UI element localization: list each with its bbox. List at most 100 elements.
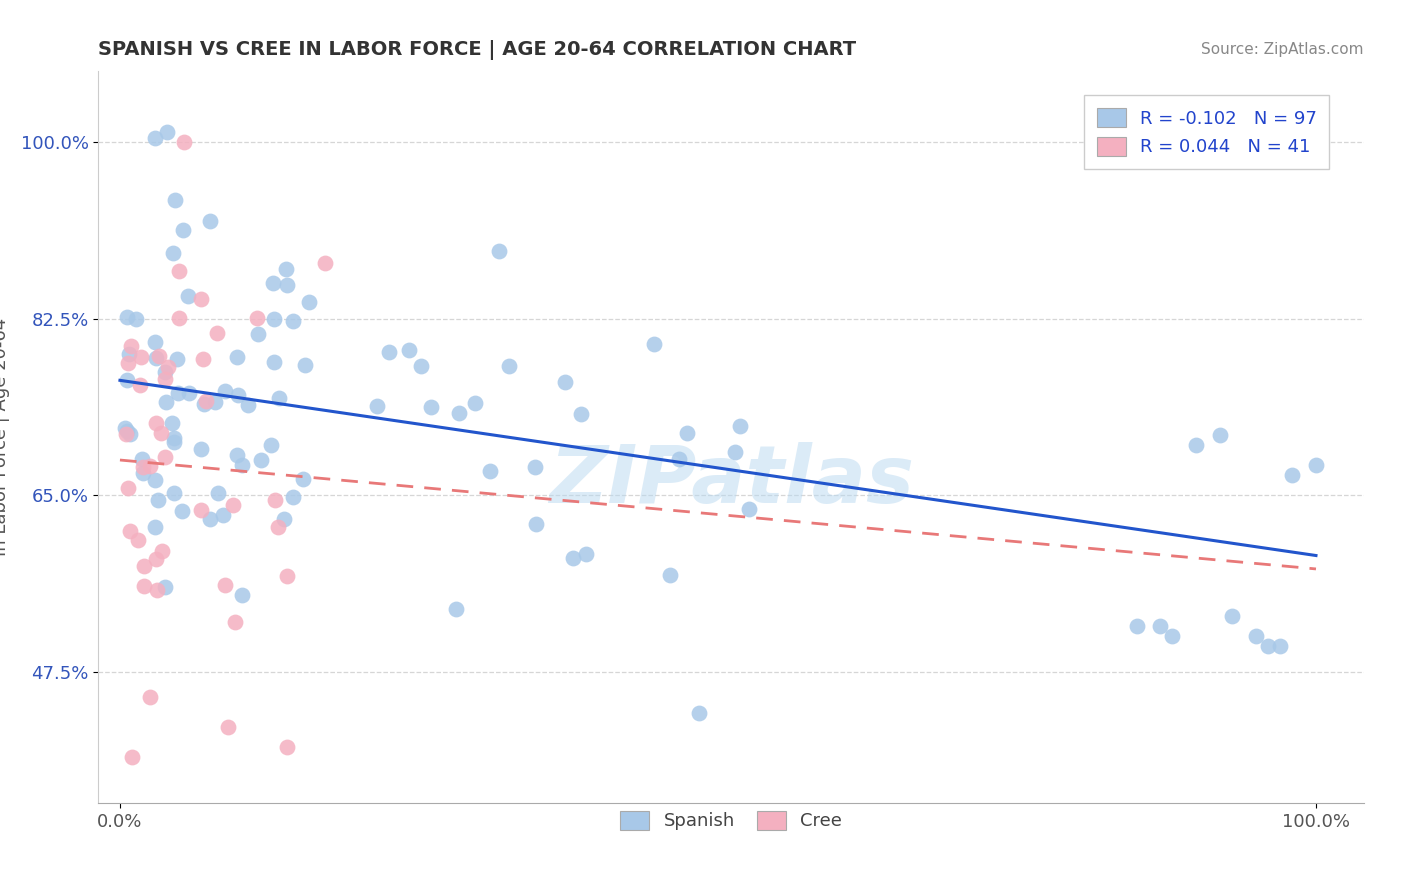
Point: [259, 438, 281, 452]
Point: [190, 503, 212, 517]
Point: [160, 417, 183, 431]
Point: [170, 504, 193, 518]
Point: [236, 399, 259, 413]
Point: [132, 558, 155, 573]
Point: [263, 492, 285, 507]
Point: [163, 193, 186, 207]
Point: [162, 246, 184, 260]
Point: [1257, 640, 1279, 654]
Point: [561, 550, 583, 565]
Point: [167, 386, 190, 401]
Point: [191, 352, 214, 367]
Point: [262, 277, 284, 291]
Point: [643, 337, 665, 351]
Point: [314, 256, 336, 270]
Point: [114, 421, 136, 435]
Point: [246, 311, 269, 326]
Point: [225, 448, 247, 462]
Point: [724, 445, 747, 459]
Point: [398, 343, 420, 357]
Point: [1101, 145, 1123, 159]
Point: [222, 498, 245, 512]
Point: [194, 393, 217, 408]
Point: [177, 289, 200, 303]
Point: [207, 485, 229, 500]
Point: [156, 125, 179, 139]
Point: [200, 512, 222, 526]
Point: [231, 458, 253, 472]
Point: [575, 547, 598, 561]
Point: [117, 481, 139, 495]
Point: [292, 472, 315, 486]
Point: [267, 391, 290, 405]
Point: [214, 578, 236, 592]
Point: [298, 294, 321, 309]
Point: [145, 335, 167, 350]
Point: [193, 397, 215, 411]
Point: [294, 358, 316, 372]
Point: [125, 311, 148, 326]
Point: [146, 493, 169, 508]
Point: [524, 460, 547, 475]
Point: [281, 490, 304, 504]
Point: [190, 292, 212, 306]
Point: [143, 519, 166, 533]
Point: [200, 214, 222, 228]
Point: [121, 750, 143, 764]
Point: [1209, 427, 1232, 442]
Point: [163, 486, 186, 500]
Point: [145, 416, 167, 430]
Point: [554, 376, 576, 390]
Point: [132, 460, 155, 475]
Point: [146, 583, 169, 598]
Point: [118, 524, 141, 539]
Text: Source: ZipAtlas.com: Source: ZipAtlas.com: [1201, 42, 1364, 57]
Text: ZIPatlas: ZIPatlas: [548, 442, 914, 520]
Point: [166, 351, 188, 366]
Point: [115, 426, 138, 441]
Point: [728, 418, 751, 433]
Point: [464, 396, 486, 410]
Point: [231, 588, 253, 602]
Point: [117, 356, 139, 370]
Point: [249, 452, 271, 467]
Point: [129, 378, 152, 392]
Point: [115, 373, 138, 387]
Point: [479, 464, 502, 478]
Point: [155, 395, 177, 409]
Point: [153, 365, 176, 379]
Point: [163, 431, 186, 445]
Point: [127, 533, 149, 547]
Point: [1185, 437, 1208, 451]
Point: [409, 359, 432, 374]
Y-axis label: In Labor Force | Age 20-64: In Labor Force | Age 20-64: [0, 318, 10, 557]
Point: [266, 520, 288, 534]
Point: [172, 223, 194, 237]
Point: [273, 512, 295, 526]
Point: [1220, 609, 1243, 624]
Point: [204, 394, 226, 409]
Point: [173, 135, 195, 149]
Point: [488, 244, 510, 258]
Point: [571, 407, 593, 421]
Point: [129, 350, 152, 364]
Point: [139, 690, 162, 705]
Point: [190, 442, 212, 457]
Point: [150, 426, 173, 441]
Point: [444, 602, 467, 616]
Legend: Spanish, Cree: Spanish, Cree: [613, 804, 849, 838]
Point: [1305, 458, 1327, 472]
Point: [1161, 629, 1184, 643]
Point: [132, 466, 155, 480]
Point: [1244, 629, 1267, 643]
Point: [263, 312, 285, 326]
Point: [1281, 467, 1303, 482]
Point: [276, 261, 298, 276]
Point: [366, 400, 388, 414]
Point: [150, 543, 173, 558]
Point: [167, 311, 190, 326]
Point: [143, 473, 166, 487]
Point: [378, 345, 401, 359]
Point: [167, 263, 190, 277]
Point: [120, 427, 142, 442]
